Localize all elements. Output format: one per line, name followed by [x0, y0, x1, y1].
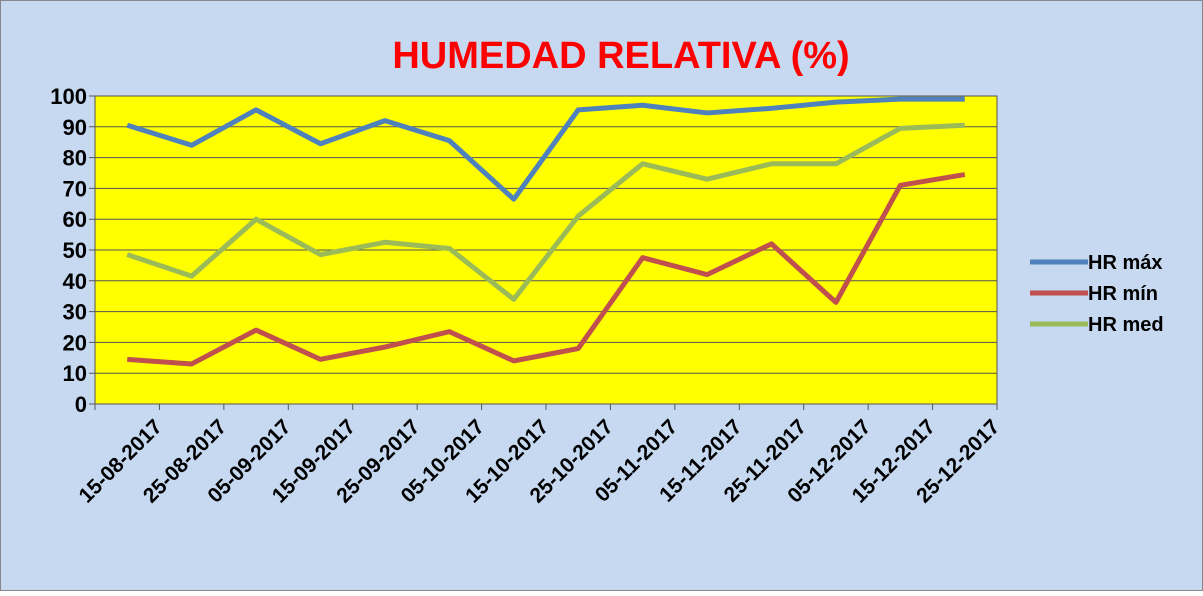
chart-title: HUMEDAD RELATIVA (%) — [392, 35, 849, 77]
y-tick-label: 40 — [63, 269, 87, 294]
y-tick-label: 20 — [63, 330, 87, 355]
y-tick-label: 0 — [75, 392, 87, 417]
y-tick-label: 90 — [63, 115, 87, 140]
legend-label: HR med — [1088, 314, 1164, 336]
y-tick-label: 70 — [63, 176, 87, 201]
legend-label: HR máx — [1088, 252, 1162, 274]
y-tick-label: 80 — [63, 146, 87, 171]
line-series — [127, 172, 966, 367]
line-series — [126, 122, 965, 302]
y-tick-label: 50 — [63, 238, 87, 263]
y-tick-label: 100 — [50, 84, 87, 109]
line-series — [126, 96, 965, 202]
legend-label: HR mín — [1088, 283, 1158, 305]
y-tick-label: 30 — [63, 300, 87, 325]
y-tick-label: 10 — [63, 361, 87, 386]
y-tick-label: 60 — [63, 207, 87, 232]
